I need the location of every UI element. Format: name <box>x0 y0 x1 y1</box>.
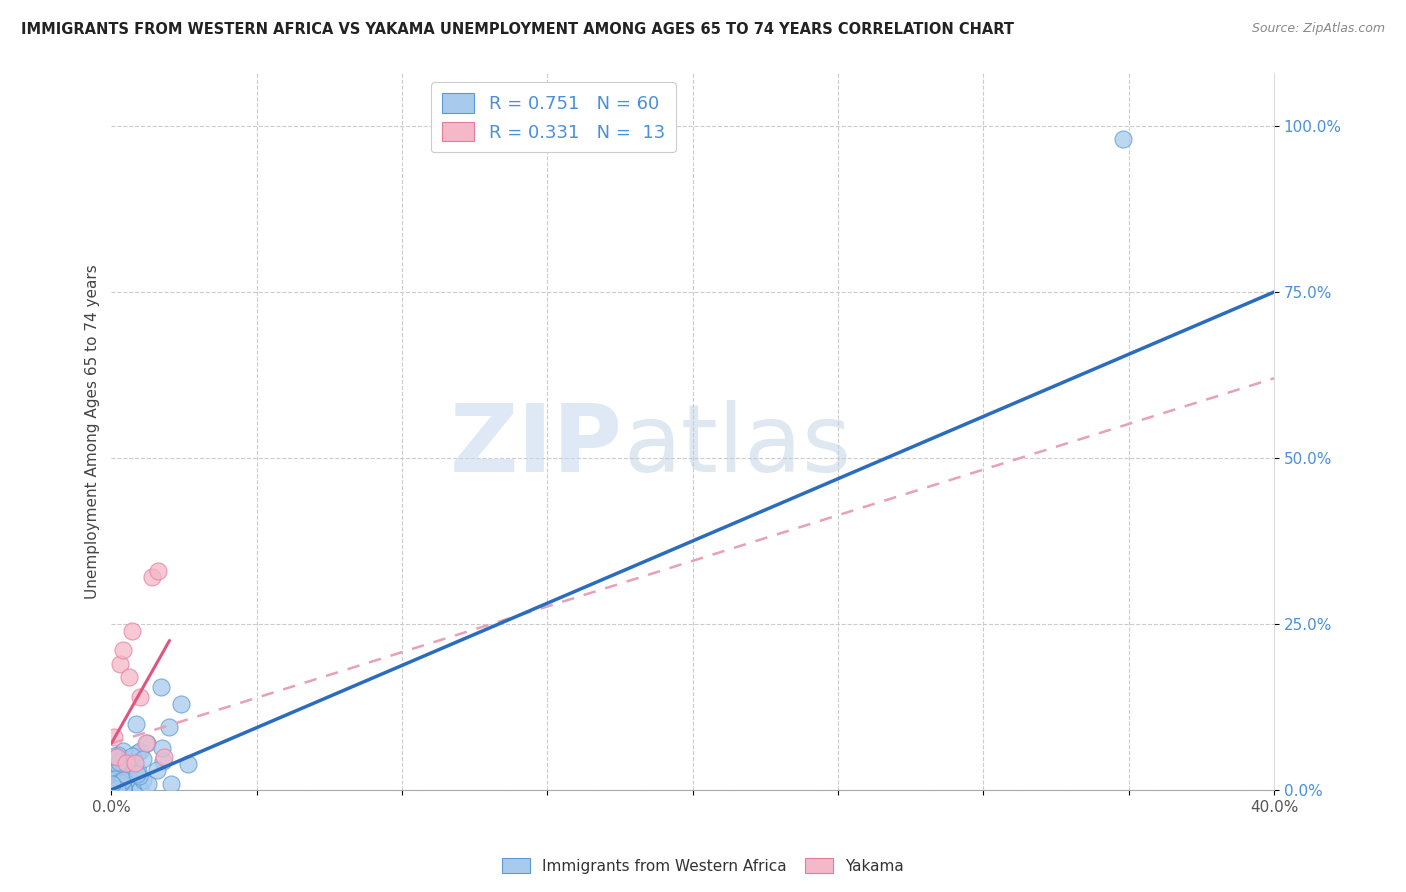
Point <box>160 777 183 791</box>
Y-axis label: Unemployment Among Ages 65 to 74 years: Unemployment Among Ages 65 to 74 years <box>86 264 100 599</box>
Point <box>111 772 134 787</box>
Point <box>117 766 139 780</box>
Point <box>135 736 157 750</box>
Point <box>141 570 163 584</box>
Point <box>105 756 128 770</box>
Point <box>105 749 128 764</box>
Point <box>111 744 134 758</box>
Point <box>132 773 155 788</box>
Point <box>110 781 132 796</box>
Point <box>131 752 153 766</box>
Point <box>110 781 132 796</box>
Point <box>150 741 173 756</box>
Point <box>108 756 131 770</box>
Point <box>152 754 174 768</box>
Point <box>111 780 134 794</box>
Point <box>108 775 131 789</box>
Text: IMMIGRANTS FROM WESTERN AFRICA VS YAKAMA UNEMPLOYMENT AMONG AGES 65 TO 74 YEARS : IMMIGRANTS FROM WESTERN AFRICA VS YAKAMA… <box>21 22 1014 37</box>
Point <box>125 746 148 760</box>
Point <box>101 777 124 791</box>
Point <box>117 756 139 770</box>
Point <box>107 763 129 777</box>
Point <box>118 670 141 684</box>
Point <box>112 761 135 775</box>
Point <box>110 776 132 790</box>
Point <box>121 624 143 638</box>
Point <box>101 767 124 781</box>
Text: atlas: atlas <box>623 400 851 491</box>
Point <box>103 748 125 763</box>
Legend: R = 0.751   N = 60, R = 0.331   N =  13: R = 0.751 N = 60, R = 0.331 N = 13 <box>430 82 676 153</box>
Text: ZIP: ZIP <box>450 400 623 491</box>
Point <box>112 781 135 796</box>
Point <box>152 749 174 764</box>
Point <box>104 772 127 786</box>
Point <box>112 643 135 657</box>
Point <box>103 781 125 796</box>
Point <box>101 777 124 791</box>
Point <box>146 763 169 777</box>
Point <box>124 756 146 771</box>
Point <box>125 767 148 781</box>
Legend: Immigrants from Western Africa, Yakama: Immigrants from Western Africa, Yakama <box>496 852 910 880</box>
Point <box>101 765 124 780</box>
Point <box>103 760 125 774</box>
Point <box>129 690 152 704</box>
Point <box>1112 132 1135 146</box>
Point <box>177 756 200 771</box>
Point <box>121 781 143 796</box>
Point <box>101 781 124 796</box>
Point <box>107 757 129 772</box>
Point <box>128 768 150 782</box>
Text: Source: ZipAtlas.com: Source: ZipAtlas.com <box>1251 22 1385 36</box>
Point <box>104 776 127 790</box>
Point <box>103 781 125 796</box>
Point <box>121 749 143 764</box>
Point <box>107 781 129 796</box>
Point <box>103 730 125 744</box>
Point <box>129 781 152 796</box>
Point <box>111 772 134 787</box>
Point <box>127 764 149 779</box>
Point <box>110 774 132 789</box>
Point <box>146 564 169 578</box>
Point <box>117 772 139 786</box>
Point <box>136 777 159 791</box>
Point <box>125 717 148 731</box>
Point <box>111 781 134 796</box>
Point <box>170 697 193 711</box>
Point <box>112 781 135 796</box>
Point <box>149 680 172 694</box>
Point <box>107 748 129 763</box>
Point <box>118 766 141 780</box>
Point <box>135 736 157 750</box>
Point <box>115 756 138 771</box>
Point <box>104 772 127 786</box>
Point <box>108 657 131 671</box>
Point <box>107 777 129 791</box>
Point <box>101 772 124 787</box>
Point <box>108 765 131 780</box>
Point <box>105 781 128 796</box>
Point <box>128 744 150 758</box>
Point <box>157 720 180 734</box>
